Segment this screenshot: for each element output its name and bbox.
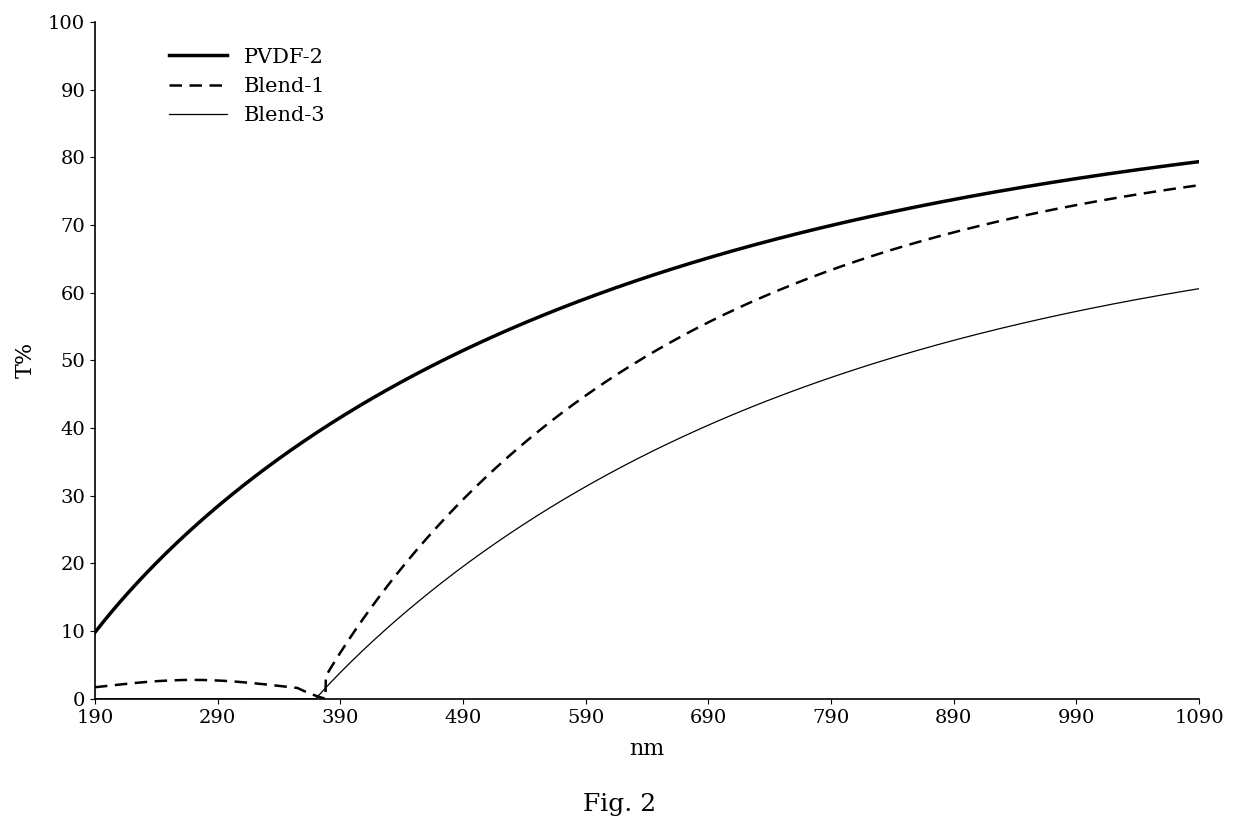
Legend: PVDF-2, Blend-1, Blend-3: PVDF-2, Blend-1, Blend-3 [161,39,333,133]
Blend-3 [88,694,103,704]
Blend-3 [1170,287,1184,297]
PVDF-2 [1192,157,1207,167]
Blend-3 [213,694,228,704]
Blend-1 [559,404,574,414]
PVDF-2 [1170,159,1184,169]
PVDF-2 [510,321,525,331]
Text: Fig. 2: Fig. 2 [582,793,657,816]
Blend-3 [1051,310,1066,320]
Blend-3 [1192,284,1207,294]
Blend-3 [279,694,294,704]
Blend-3 [510,523,525,533]
Line: Blend-1: Blend-1 [95,185,1199,699]
X-axis label: nm: nm [629,738,664,760]
Blend-1 [1171,183,1186,193]
PVDF-2 [1051,177,1066,187]
Blend-1 [1052,203,1067,213]
Y-axis label: T%: T% [15,342,37,378]
Blend-1 [1192,180,1207,190]
Blend-1 [88,682,103,692]
Line: Blend-3: Blend-3 [95,289,1199,699]
PVDF-2 [88,627,103,637]
Blend-1 [279,681,294,691]
Blend-1 [512,442,527,452]
PVDF-2 [279,448,294,458]
Blend-1 [318,694,333,704]
Blend-3 [559,493,574,503]
PVDF-2 [559,301,574,311]
Blend-1 [213,676,228,686]
Line: PVDF-2: PVDF-2 [95,162,1199,632]
PVDF-2 [213,499,228,509]
